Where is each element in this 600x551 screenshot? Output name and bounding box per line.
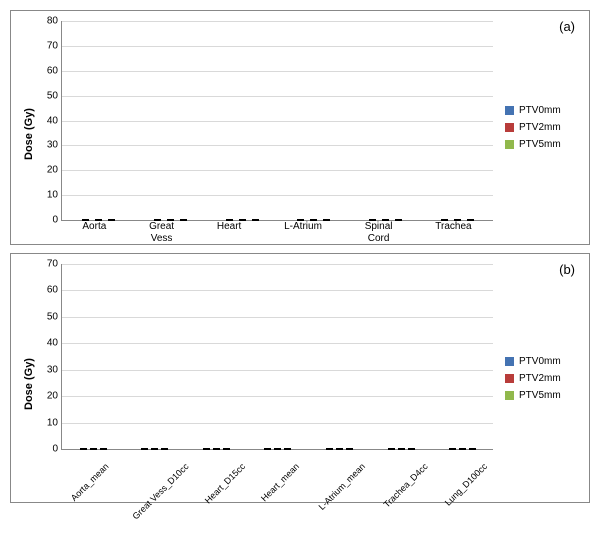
legend-item-ptv0: PTV0mm xyxy=(505,105,589,116)
legend-item-ptv2: PTV2mm xyxy=(505,122,589,133)
legend-label: PTV0mm xyxy=(519,105,561,116)
y-tick-label: 10 xyxy=(47,417,62,428)
legend-label: PTV2mm xyxy=(519,373,561,384)
x-labels-a: Aorta GreatVess Heart L-Atrium SpinalCord Tra… xyxy=(61,221,493,244)
x-label: Trachea xyxy=(435,221,471,244)
bar-groups xyxy=(62,264,493,449)
y-tick-label: 70 xyxy=(47,40,62,51)
legend-swatch xyxy=(505,374,514,383)
x-label: SpinalCord xyxy=(365,221,393,244)
x-labels-b: Aorta_meanGreat Vess_D10ccHeart_D15ccHea… xyxy=(61,450,493,502)
plot-area-b: 010203040506070 xyxy=(61,264,493,450)
legend-swatch xyxy=(505,357,514,366)
y-tick-label: 60 xyxy=(47,285,62,296)
y-tick-label: 60 xyxy=(47,65,62,76)
legend-b: PTV0mm PTV2mm PTV5mm xyxy=(499,254,589,502)
legend-item-ptv5: PTV5mm xyxy=(505,390,589,401)
y-tick-label: 50 xyxy=(47,311,62,322)
y-tick-label: 20 xyxy=(47,165,62,176)
legend-label: PTV2mm xyxy=(519,122,561,133)
legend-swatch xyxy=(505,140,514,149)
x-label: Heart xyxy=(217,221,241,244)
legend-a: PTV0mm PTV2mm PTV5mm xyxy=(499,11,589,244)
chart-panel-a: (a) Dose (Gy) 01020304050607080 AortaGre… xyxy=(10,10,590,245)
legend-swatch xyxy=(505,391,514,400)
y-tick-label: 0 xyxy=(52,215,62,226)
x-label: Heart_mean xyxy=(259,461,331,533)
y-axis-title-a: Dose (Gy) xyxy=(23,108,35,160)
legend-swatch xyxy=(505,123,514,132)
bar-groups xyxy=(62,21,493,220)
legend-label: PTV5mm xyxy=(519,390,561,401)
y-tick-label: 30 xyxy=(47,140,62,151)
panel-label-b: (b) xyxy=(559,262,575,277)
legend-item-ptv0: PTV0mm xyxy=(505,356,589,367)
y-axis-title-b: Dose (Gy) xyxy=(23,358,35,410)
x-label: GreatVess xyxy=(149,221,174,244)
x-label: Aorta_mean xyxy=(69,461,140,532)
panel-label-a: (a) xyxy=(559,19,575,34)
y-tick-label: 50 xyxy=(47,90,62,101)
plot-wrap-a: 01020304050607080 Aorta GreatVess Heart L-A… xyxy=(61,11,499,244)
y-tick-label: 30 xyxy=(47,364,62,375)
x-label: L-Atrium xyxy=(284,221,322,244)
plot-area-a: 01020304050607080 xyxy=(61,21,493,221)
chart-body-b: Dose (Gy) 010203040506070 Aorta_meanGrea… xyxy=(11,254,589,502)
y-tick-label: 40 xyxy=(47,338,62,349)
y-tick-label: 20 xyxy=(47,391,62,402)
x-label: Aorta xyxy=(82,221,106,244)
y-tick-label: 0 xyxy=(52,444,62,455)
plot-wrap-b: 010203040506070 Aorta_meanGreat Vess_D10… xyxy=(61,254,499,502)
legend-item-ptv5: PTV5mm xyxy=(505,139,589,150)
y-tick-label: 10 xyxy=(47,190,62,201)
y-tick-label: 80 xyxy=(47,16,62,27)
legend-label: PTV0mm xyxy=(519,356,561,367)
x-label: Great Vess_D10cc xyxy=(130,461,220,551)
legend-swatch xyxy=(505,106,514,115)
chart-panel-b: (b) Dose (Gy) 010203040506070 Aorta_mean… xyxy=(10,253,590,503)
y-tick-label: 40 xyxy=(47,115,62,126)
chart-body-a: Dose (Gy) 01020304050607080 AortaGreatVe… xyxy=(11,11,589,244)
legend-item-ptv2: PTV2mm xyxy=(505,373,589,384)
legend-label: PTV5mm xyxy=(519,139,561,150)
y-tick-label: 70 xyxy=(47,259,62,270)
